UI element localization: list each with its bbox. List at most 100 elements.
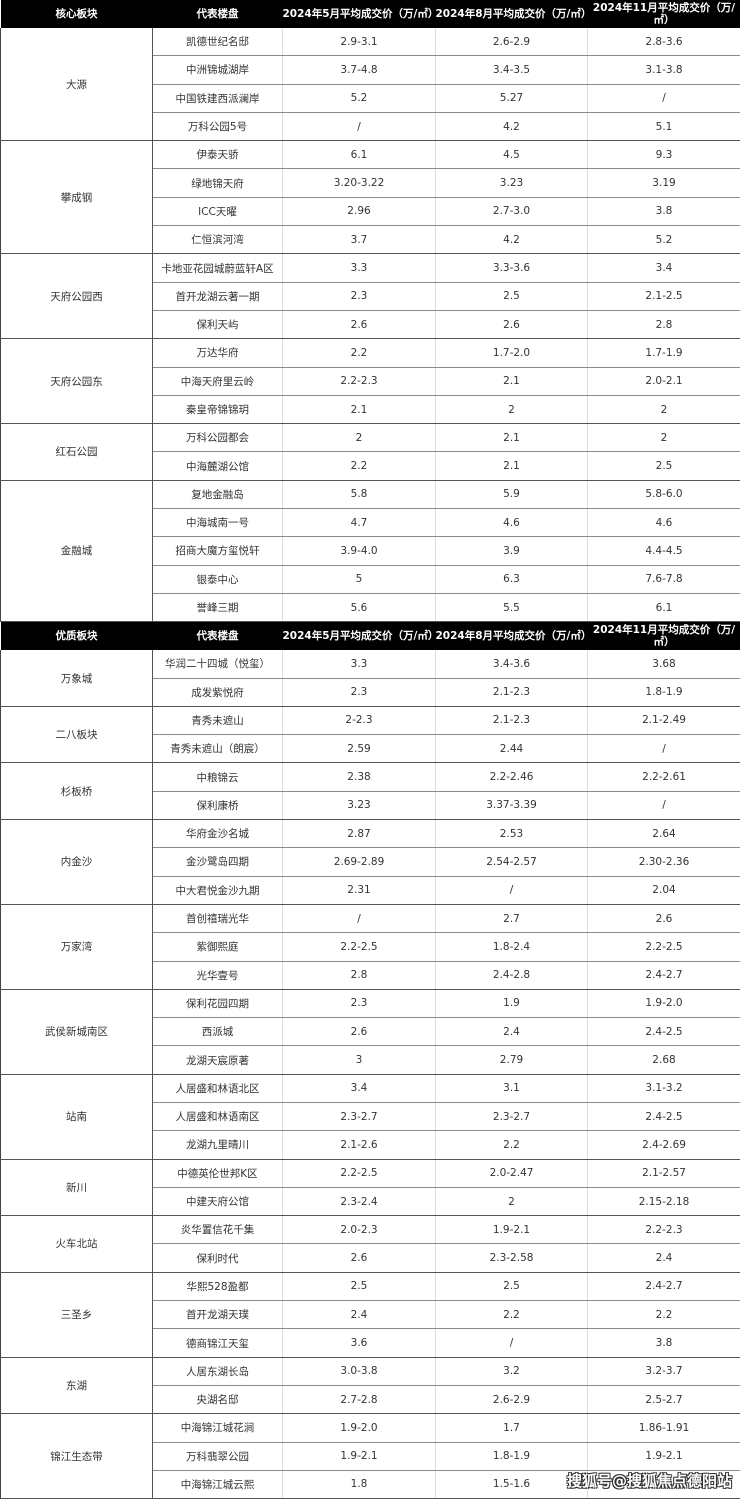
may-price: 1.9-2.1 xyxy=(282,1442,436,1471)
may-price: 2.3-2.4 xyxy=(282,1187,436,1217)
project-name: 中海锦江城花涧 xyxy=(152,1413,283,1443)
nov-price: 2.2-2.3 xyxy=(587,1215,740,1245)
project-name: 成发紫悦府 xyxy=(152,678,283,707)
may-price: 3.20-3.22 xyxy=(282,168,436,198)
table-row: 人居盛和林语南区 2.3-2.7 2.3-2.7 2.4-2.5 xyxy=(1,1102,740,1132)
aug-price: 2.7 xyxy=(435,904,588,934)
aug-price: 5.27 xyxy=(435,84,588,113)
nov-price: / xyxy=(587,84,740,113)
may-price: 3 xyxy=(282,1045,436,1075)
table-row: 招商大魔方玺悦轩 3.9-4.0 3.9 4.4-4.5 xyxy=(1,536,740,566)
may-price: 2.1 xyxy=(282,395,436,425)
sector-name: 天府公园东 xyxy=(0,338,153,425)
may-price: 2.0-2.3 xyxy=(282,1215,436,1245)
may-price: 3.9-4.0 xyxy=(282,536,436,566)
nov-price: 2.30-2.36 xyxy=(587,847,740,877)
aug-price: 3.4-3.5 xyxy=(435,55,588,85)
aug-price: 2.1-2.3 xyxy=(435,706,588,736)
nov-price: 2.8 xyxy=(587,310,740,340)
may-price: 2.3 xyxy=(282,282,436,311)
project-name: 华熙528盈都 xyxy=(152,1272,283,1302)
aug-price: 1.9-2.1 xyxy=(435,1215,588,1245)
nov-price: 2.6 xyxy=(587,904,740,934)
project-name: 保利时代 xyxy=(152,1243,283,1273)
nov-price: 3.68 xyxy=(587,650,740,679)
aug-price: 2 xyxy=(435,1187,588,1217)
project-name: 人居盛和林语南区 xyxy=(152,1102,283,1132)
header-aug-price: 2024年8月平均成交价（万/㎡） xyxy=(435,621,588,651)
table-row: 内金沙 华府金沙名城 2.87 2.53 2.64 xyxy=(0,819,740,905)
aug-price: 2.6-2.9 xyxy=(435,28,588,57)
may-price: 2-2.3 xyxy=(282,706,436,736)
aug-price: 2.1 xyxy=(435,451,588,481)
may-price: 2.3 xyxy=(282,989,436,1019)
nov-price: 3.4 xyxy=(587,253,740,283)
nov-price: 3.8 xyxy=(587,1328,740,1358)
project-name: 首开龙湖云著一期 xyxy=(152,282,283,311)
project-name: 中大君悦金沙九期 xyxy=(152,876,283,905)
may-price: 2.6 xyxy=(282,1017,436,1047)
project-name: 万科公园都会 xyxy=(152,423,283,453)
project-name: 银泰中心 xyxy=(152,565,283,594)
project-name: 万达华府 xyxy=(152,338,283,368)
table-row: 万科公园5号/4.2 5.1 xyxy=(1,112,740,142)
project-name: 人居盛和林语北区 xyxy=(152,1074,283,1103)
nov-price: 3.8 xyxy=(587,197,740,227)
may-price: 2.5 xyxy=(282,1272,436,1302)
nov-price: 2.15-2.18 xyxy=(587,1187,740,1217)
may-price: 2.6 xyxy=(282,310,436,340)
project-name: 首开龙湖天璞 xyxy=(152,1300,283,1330)
aug-price: 5.5 xyxy=(435,593,588,623)
may-price: 2.2 xyxy=(282,338,436,368)
may-price: 2.96 xyxy=(282,197,436,227)
nov-price: 5.8-6.0 xyxy=(587,480,740,510)
aug-price: 5.9 xyxy=(435,480,588,510)
project-name: 中海麓湖公馆 xyxy=(152,451,283,481)
sector-name: 站南 xyxy=(0,1074,153,1160)
may-price: / xyxy=(282,904,436,934)
sector-name: 红石公园 xyxy=(0,423,153,481)
aug-price: 2.6-2.9 xyxy=(435,1385,588,1415)
may-price: / xyxy=(282,112,436,142)
aug-price: 2.1 xyxy=(435,367,588,396)
table-row: 秦皇帝锦锦玥 2.1 2 2 xyxy=(1,395,740,425)
table-row: 杉板桥 中粮锦云 2.38 2.2-2.46 2.2-2.61 xyxy=(0,762,740,821)
may-price: 5.8 xyxy=(282,480,436,510)
aug-price: 4.5 xyxy=(435,140,588,170)
header-row: 核心板块 代表楼盘 2024年5月平均成交价（万/㎡） 2024年8月平均成交价（万/… xyxy=(0,0,740,28)
table-row: 东湖 人居东湖长岛 3.0-3.8 3.2 3.2-3.7 xyxy=(0,1357,740,1415)
table-row: 光华壹号 2.8 2.4-2.8 2.4-2.7 xyxy=(1,961,740,990)
header-may-price: 2024年5月平均成交价（万/㎡） xyxy=(282,0,436,28)
nov-price: 2.4-2.69 xyxy=(587,1130,740,1160)
header-sector: 优质板块 xyxy=(0,621,153,651)
aug-price: / xyxy=(435,876,588,905)
table-row: 首开龙湖天璞 2.4 2.2 2.2 xyxy=(1,1300,740,1330)
table-row: 万家湾 首创禧瑞光华/2.7 2.6 xyxy=(0,904,740,990)
header-project: 代表楼盘 xyxy=(152,621,283,651)
nov-price: 1.7-1.9 xyxy=(587,338,740,368)
nov-price: 5.2 xyxy=(587,225,740,255)
aug-price: 2.4-2.8 xyxy=(435,961,588,990)
table-row: 中海城南一号 4.7 4.6 4.6 xyxy=(1,508,740,538)
may-price: 2.2-2.3 xyxy=(282,367,436,396)
table-row: 保利天屿 2.6 2.6 2.8 xyxy=(1,310,740,340)
nov-price: 9.3 xyxy=(587,140,740,170)
nov-price: / xyxy=(587,734,740,764)
project-name: 招商大魔方玺悦轩 xyxy=(152,536,283,566)
table-row: 金融城 复地金融岛 5.8 5.9 5.8-6.0 xyxy=(0,480,740,623)
project-name: 中德英伦世邦K区 xyxy=(152,1159,283,1188)
aug-price: 2.1 xyxy=(435,423,588,453)
aug-price: 6.3 xyxy=(435,565,588,594)
may-price: 3.3 xyxy=(282,253,436,283)
nov-price: 1.9-2.1 xyxy=(587,1442,740,1471)
project-name: 金沙鹭岛四期 xyxy=(152,847,283,877)
project-name: 凯德世纪名邸 xyxy=(152,28,283,57)
table-row: 天府公园西 卡地亚花园城蔚蓝轩A区 3.3 3.3-3.6 3.4 xyxy=(0,253,740,340)
may-price: 2.6 xyxy=(282,1243,436,1273)
header-aug-price: 2024年8月平均成交价（万/㎡） xyxy=(435,0,588,28)
aug-price: 3.1 xyxy=(435,1074,588,1103)
sector-name: 天府公园西 xyxy=(0,253,153,340)
may-price: 2.4 xyxy=(282,1300,436,1330)
nov-price: 2.64 xyxy=(587,819,740,849)
project-name: 光华壹号 xyxy=(152,961,283,990)
